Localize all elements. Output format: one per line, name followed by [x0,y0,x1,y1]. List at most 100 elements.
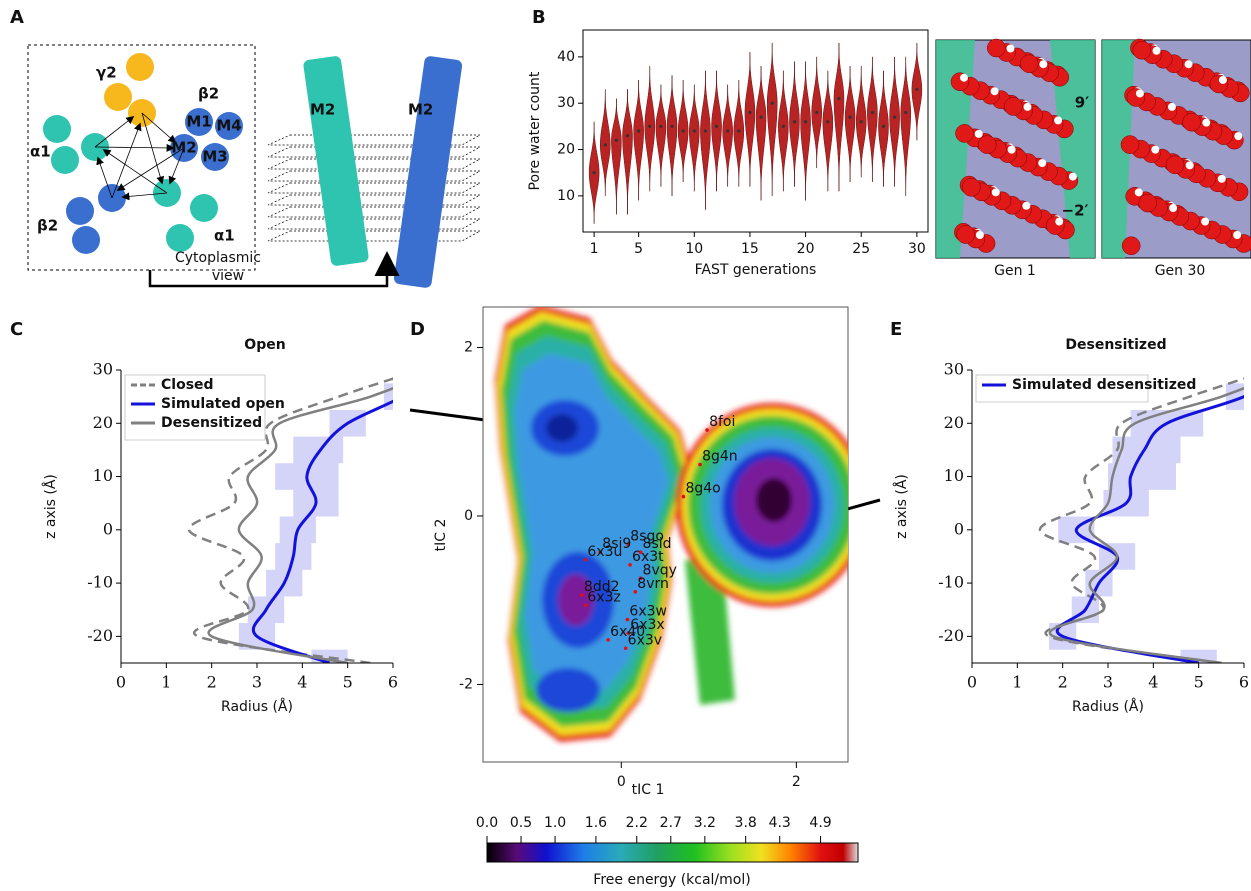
violin [912,43,922,140]
median [748,111,751,114]
y-tick-label: 10 [944,466,964,485]
panel-label: B [532,7,546,28]
water-sphere [960,74,968,82]
water-sphere [976,231,984,239]
m2-helix [393,55,463,288]
structure-label: 6x40 [610,624,645,640]
y-tick-label: 30 [93,360,113,379]
view-label: view [212,268,244,284]
x-tick-label: 4 [297,673,307,692]
y-tick-label: 0 [464,508,473,524]
median [670,125,673,128]
confidence-band [293,437,343,464]
water-sphere [1069,173,1077,181]
colorbar-tick-label: 2.7 [660,815,682,831]
snapshot-caption: Gen 1 [994,263,1036,279]
violin [778,71,788,191]
median [682,129,685,132]
x-tick-label: 6 [1239,673,1249,692]
violin [723,85,733,187]
subunit-label: β2 [198,85,219,103]
violin [656,85,666,187]
violin [834,43,844,191]
water-sphere [1151,146,1159,154]
x-tick-label: 2 [792,774,801,790]
water-sphere [1006,44,1014,52]
water-sphere [1004,97,1022,115]
violin [867,57,877,182]
median [793,120,796,123]
structure-label: 8foi [709,414,735,430]
panel-label: A [10,7,24,28]
y-axis-label: z axis (Å) [42,474,59,539]
water-sphere [1183,113,1201,131]
y-tick-label: 20 [93,413,113,432]
structure-label: 8g4n [702,449,738,465]
water-sphere [1122,237,1140,255]
x-tick-label: 0 [967,673,977,692]
subunit-label: α1 [214,227,235,245]
legend-label: Desensitized [161,415,262,431]
violin [878,71,888,187]
y-tick-label: -2 [459,676,473,692]
y-tick-label: 40 [557,49,575,65]
violin [611,99,621,215]
violin [712,71,722,191]
x-tick-label: 1 [590,241,599,257]
colorbar-tick-label: 0.0 [476,815,498,831]
violin [689,85,699,192]
water-sphere [1054,116,1062,124]
median [593,171,596,174]
legend-label: Closed [161,377,214,393]
violin [623,89,633,214]
y-tick-label: 20 [944,413,964,432]
water-sphere [1201,218,1209,226]
subunit-label: γ2 [96,64,117,82]
water-sphere [962,178,980,196]
water-sphere [1185,60,1193,68]
median [815,111,818,114]
water-sphere [1168,103,1176,111]
x-tick-label: 0 [617,774,626,790]
y-tick-label: 20 [557,142,575,158]
median [726,129,729,132]
median [626,134,629,137]
water-sphere [1186,161,1194,169]
violin [600,89,610,196]
water-sphere [975,130,983,138]
colorbar-label: Free energy (kcal/mol) [593,872,750,888]
violin [823,71,833,191]
median [848,116,851,119]
x-tick-label: 4 [1148,673,1158,692]
y-tick-label: 0 [954,519,964,538]
view-label: Cytoplasmic [175,250,261,266]
median [804,120,807,123]
violin [890,57,900,187]
structure-label: 8g4o [685,481,720,497]
violin [845,66,855,182]
x-tick-label: 3 [252,673,262,692]
water-sphere [991,87,999,95]
colorbar [487,843,858,862]
x-tick-label: 6 [388,673,398,692]
colorbar-tick-label: 3.2 [694,815,716,831]
median [893,116,896,119]
snapshot: 9′ −2′ Gen 1 [936,39,1095,279]
median [715,125,718,128]
helix-label: M1 [186,113,211,131]
legend-label: Simulated open [161,396,285,412]
helix-label: M4 [216,117,241,135]
energy-basin [546,414,578,442]
median [882,125,885,128]
x-axis-label: Radius (Å) [1072,698,1144,715]
helix-label: M3 [202,148,227,166]
confidence-band [1108,463,1176,490]
x-tick-label: 1 [1012,673,1022,692]
subunit-label: β2 [37,217,58,235]
colorbar-tick-label: 3.8 [735,815,757,831]
colorbar-tick-label: 1.0 [544,815,566,831]
median [782,125,785,128]
median [648,125,651,128]
confidence-band [1226,383,1251,410]
violin [756,66,766,200]
